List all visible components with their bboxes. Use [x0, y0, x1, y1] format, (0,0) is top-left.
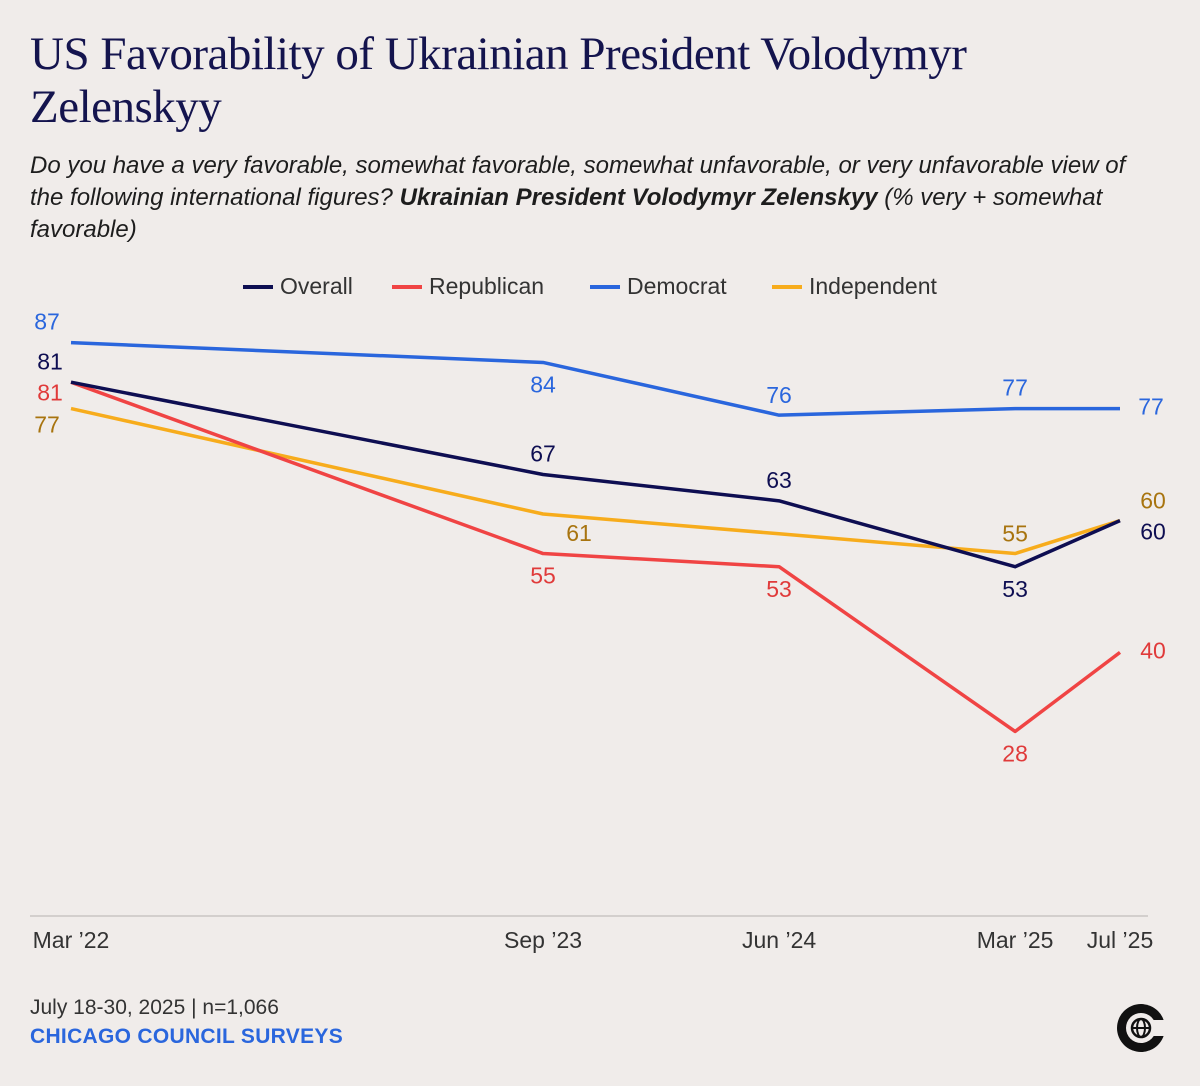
data-label: 77	[1002, 375, 1028, 401]
organization: CHICAGO COUNCIL SURVEYS	[30, 1025, 343, 1048]
data-label: 81	[37, 379, 63, 405]
data-label: 77	[1138, 394, 1164, 420]
data-label: 61	[566, 520, 592, 546]
data-label: 63	[766, 467, 792, 493]
legend-label: Overall	[280, 273, 353, 299]
series-line	[70, 380, 1121, 569]
data-label: 84	[530, 372, 556, 398]
data-label: 53	[1002, 576, 1028, 602]
legend-label: Democrat	[627, 273, 727, 299]
source: July 18-30, 2025 | n=1,066	[30, 996, 279, 1019]
logo-gap	[1153, 1020, 1167, 1036]
data-label: 60	[1140, 519, 1166, 545]
series-line	[70, 340, 1120, 417]
x-tick-label: Mar ’22	[33, 927, 110, 953]
data-label: 53	[766, 576, 792, 602]
x-tick-label: Jul ’25	[1087, 927, 1153, 953]
logo-globe-meridian	[1136, 1018, 1146, 1038]
x-tick-label: Jun ’24	[742, 927, 816, 953]
data-label: 77	[34, 412, 60, 438]
data-label: 40	[1140, 637, 1166, 663]
logo	[1117, 1004, 1167, 1052]
x-tick-label: Sep ’23	[504, 927, 582, 953]
data-label: 28	[1002, 741, 1028, 767]
data-label: 81	[37, 348, 63, 374]
chart-subtitle: Do you have a very favorable, somewhat f…	[30, 150, 1160, 246]
subtitle-emphasis: Ukrainian President Volodymyr Zelenskyy	[399, 184, 878, 211]
x-tick-label: Mar ’25	[977, 927, 1054, 953]
data-label: 60	[1140, 488, 1166, 514]
data-label: 87	[34, 309, 60, 335]
legend-label: Republican	[429, 273, 544, 299]
chart-title: US Favorability of Ukrainian President V…	[30, 28, 967, 133]
series-line	[70, 406, 1121, 556]
data-label: 55	[530, 563, 556, 589]
data-label: 76	[766, 382, 792, 408]
data-label: 67	[530, 441, 556, 467]
series-line	[70, 380, 1122, 734]
subtitle-note: (% very + somewhat favorable)	[30, 184, 1103, 243]
subtitle-question: Do you have a very favorable, somewhat f…	[30, 152, 1126, 211]
legend-label: Independent	[809, 273, 938, 299]
data-label: 55	[1002, 521, 1028, 547]
